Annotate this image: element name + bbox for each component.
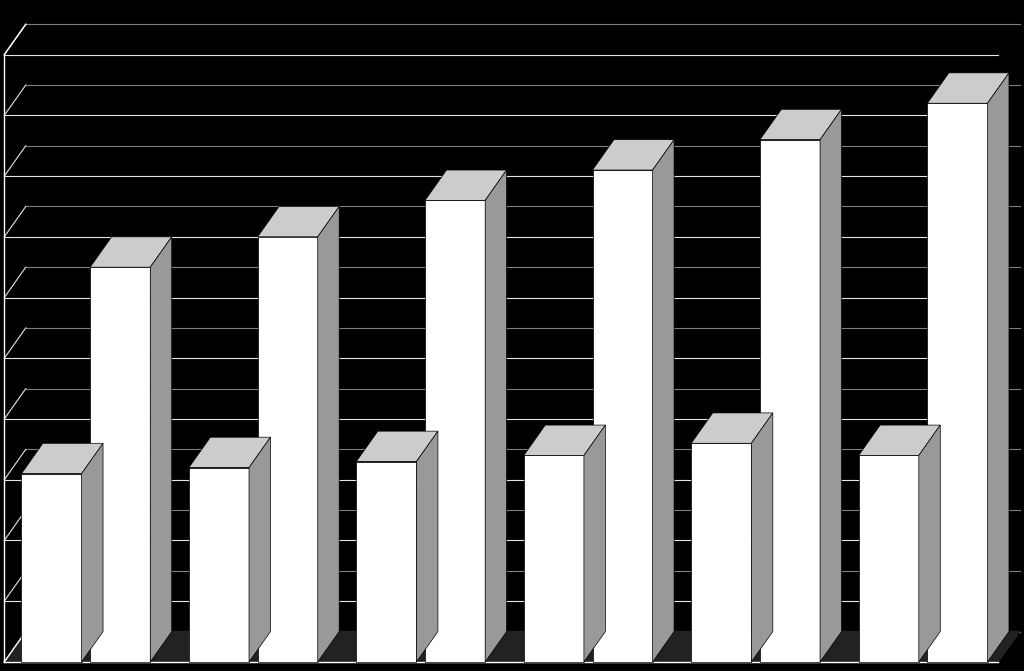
Polygon shape [859,425,940,456]
Polygon shape [258,237,317,662]
Polygon shape [652,140,674,662]
Polygon shape [90,237,172,267]
Polygon shape [760,140,820,662]
Polygon shape [22,474,82,662]
Polygon shape [425,170,507,201]
Polygon shape [691,444,752,662]
Polygon shape [82,444,103,662]
Polygon shape [249,437,270,662]
Polygon shape [820,109,842,662]
Polygon shape [485,170,507,662]
Polygon shape [928,73,1009,103]
Polygon shape [928,103,987,662]
Polygon shape [151,237,172,662]
Polygon shape [90,267,151,662]
Polygon shape [859,456,919,662]
Polygon shape [524,425,605,456]
Polygon shape [356,431,438,462]
Polygon shape [188,468,249,662]
Polygon shape [524,456,584,662]
Polygon shape [691,413,773,444]
Polygon shape [919,425,940,662]
Polygon shape [593,140,674,170]
Polygon shape [4,631,1020,662]
Polygon shape [987,73,1009,662]
Polygon shape [584,425,605,662]
Polygon shape [188,437,270,468]
Polygon shape [425,201,485,662]
Polygon shape [593,170,652,662]
Polygon shape [760,109,842,140]
Polygon shape [356,462,417,662]
Polygon shape [417,431,438,662]
Polygon shape [752,413,773,662]
Polygon shape [22,444,103,474]
Polygon shape [4,24,26,662]
Polygon shape [258,207,339,237]
Polygon shape [317,207,339,662]
